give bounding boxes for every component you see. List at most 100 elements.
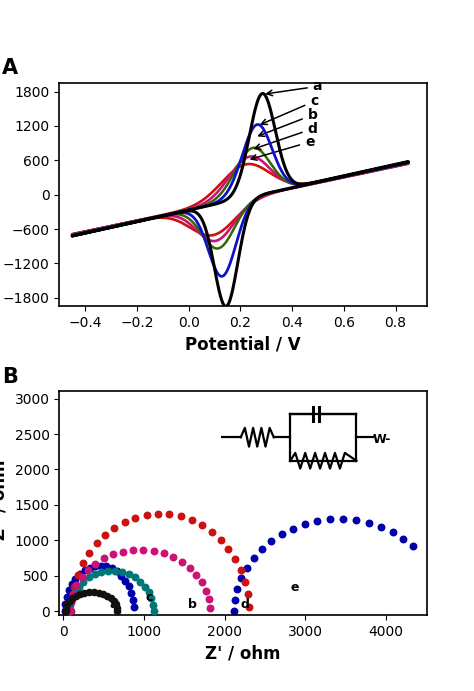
- Point: [69, 588, 77, 599]
- Point: [353, 515, 360, 526]
- Y-axis label: -Z'' / ohm: -Z'' / ohm: [0, 460, 9, 547]
- Point: [225, 544, 232, 555]
- Point: [66, 599, 74, 610]
- Point: [109, 596, 117, 607]
- Point: [90, 587, 98, 598]
- Point: [109, 549, 117, 560]
- Point: [65, 585, 73, 596]
- Point: [85, 587, 93, 598]
- Text: e: e: [291, 581, 300, 594]
- Point: [186, 562, 193, 574]
- Point: [104, 565, 112, 576]
- Text: b: b: [189, 598, 197, 611]
- Text: c: c: [261, 94, 319, 124]
- Point: [91, 558, 99, 569]
- Point: [100, 553, 108, 564]
- Point: [400, 533, 407, 544]
- Point: [67, 597, 74, 608]
- Point: [206, 603, 214, 614]
- Point: [377, 522, 385, 533]
- Point: [118, 570, 125, 581]
- Point: [91, 560, 99, 571]
- Point: [61, 606, 69, 617]
- Point: [258, 543, 265, 554]
- Point: [93, 538, 100, 549]
- Point: [71, 581, 78, 592]
- Point: [410, 540, 417, 551]
- Point: [73, 580, 80, 591]
- Point: [267, 536, 275, 547]
- Point: [217, 534, 224, 545]
- Point: [244, 589, 251, 600]
- Point: [237, 572, 245, 583]
- Point: [143, 509, 150, 520]
- Point: [205, 594, 213, 605]
- Point: [68, 594, 76, 605]
- Point: [62, 606, 70, 617]
- Point: [129, 545, 137, 556]
- Point: [202, 585, 210, 596]
- Point: [108, 563, 115, 574]
- Point: [198, 577, 206, 588]
- Point: [125, 581, 132, 592]
- Point: [327, 514, 334, 525]
- Point: [86, 562, 93, 573]
- Text: B: B: [2, 367, 18, 387]
- Point: [85, 572, 92, 583]
- Point: [76, 569, 83, 580]
- Point: [234, 583, 241, 594]
- Point: [121, 575, 129, 586]
- Point: [147, 593, 155, 604]
- Point: [289, 523, 297, 534]
- Point: [62, 598, 69, 609]
- Point: [68, 578, 75, 589]
- Point: [102, 561, 110, 572]
- Text: a: a: [109, 598, 118, 611]
- Point: [79, 558, 87, 569]
- Point: [243, 562, 250, 573]
- Point: [64, 599, 71, 610]
- Point: [231, 553, 239, 565]
- Point: [339, 513, 347, 524]
- Point: [72, 591, 80, 602]
- Point: [140, 545, 147, 556]
- Point: [128, 587, 135, 598]
- Point: [75, 581, 82, 592]
- Point: [389, 527, 397, 538]
- Point: [74, 569, 82, 580]
- Text: c: c: [146, 591, 153, 604]
- Point: [208, 527, 216, 538]
- Point: [245, 601, 253, 612]
- Point: [95, 587, 102, 598]
- Point: [145, 587, 153, 598]
- Point: [237, 565, 245, 576]
- Point: [112, 599, 119, 610]
- X-axis label: Z' / ohm: Z' / ohm: [205, 644, 281, 662]
- Point: [66, 606, 73, 617]
- Point: [101, 529, 109, 540]
- Point: [69, 593, 76, 604]
- Point: [141, 581, 149, 592]
- Point: [80, 576, 87, 587]
- Text: a: a: [267, 79, 322, 95]
- Point: [125, 569, 132, 580]
- Point: [231, 594, 238, 605]
- Point: [118, 567, 126, 578]
- Point: [113, 603, 121, 614]
- Point: [250, 552, 257, 563]
- Point: [132, 512, 139, 523]
- Point: [129, 594, 137, 605]
- Text: A: A: [2, 59, 18, 79]
- Point: [78, 571, 85, 583]
- Point: [150, 606, 157, 617]
- Point: [71, 587, 79, 598]
- Point: [169, 551, 177, 562]
- Point: [111, 522, 118, 533]
- Point: [81, 565, 88, 576]
- Point: [119, 546, 127, 557]
- Point: [241, 576, 248, 587]
- Point: [98, 567, 105, 578]
- Point: [137, 576, 144, 587]
- Point: [85, 547, 93, 558]
- Point: [165, 509, 173, 520]
